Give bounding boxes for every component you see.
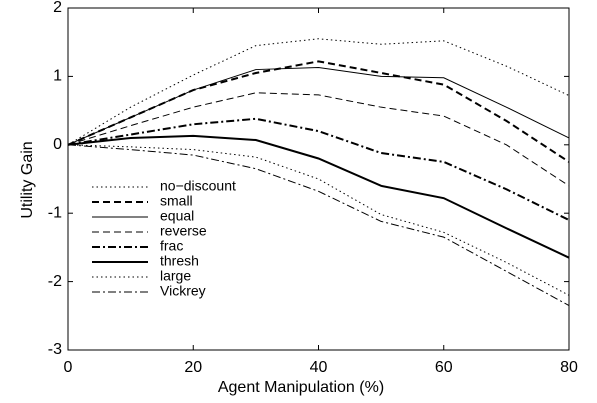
legend-label: thresh	[160, 253, 199, 269]
y-tick-label: -1	[48, 204, 62, 221]
x-tick-label: 0	[64, 359, 73, 376]
series-line	[67, 117, 570, 221]
series-line	[67, 67, 570, 146]
y-tick-label: -2	[48, 273, 62, 290]
x-tick-label: 20	[184, 359, 202, 376]
series-line	[67, 134, 570, 259]
series-line	[67, 92, 570, 187]
x-tick-label: 40	[310, 359, 328, 376]
x-tick-label: 60	[435, 359, 453, 376]
legend-label: small	[160, 193, 193, 209]
legend-label: no−discount	[160, 178, 236, 194]
plot-frame	[67, 7, 570, 351]
y-tick-label: 1	[53, 68, 62, 85]
legend-label: equal	[160, 208, 194, 224]
series-line	[67, 38, 570, 146]
y-tick-label: 2	[53, 0, 62, 16]
y-tick-label: 0	[53, 136, 62, 153]
x-axis-label: Agent Manipulation (%)	[218, 379, 384, 396]
legend-label: reverse	[160, 223, 207, 239]
legend-label: large	[160, 268, 191, 284]
legend-label: frac	[160, 238, 183, 254]
series-line	[67, 144, 570, 306]
x-tick-label: 80	[560, 359, 578, 376]
series-line	[67, 144, 570, 296]
y-axis-label: Utility Gain	[19, 141, 36, 218]
legend-label: Vickrey	[160, 283, 206, 299]
y-tick-label: -3	[48, 341, 62, 358]
